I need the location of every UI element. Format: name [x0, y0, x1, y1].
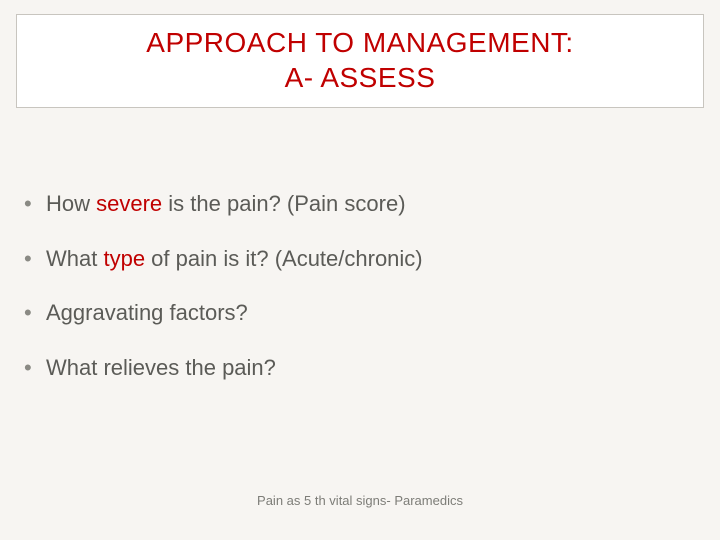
bullet-pre: How [46, 191, 96, 216]
slide: APPROACH TO MANAGEMENT: A- ASSESS • How … [0, 0, 720, 540]
bullet-text: How severe is the pain? (Pain score) [46, 190, 406, 219]
bullet-emphasis: type [103, 246, 145, 271]
bullet-pre: What [46, 246, 103, 271]
bullet-dot-icon: • [24, 190, 38, 219]
bullet-pre: Aggravating factors? [46, 300, 248, 325]
bullet-pre: What relieves the pain? [46, 355, 276, 380]
bullet-dot-icon: • [24, 299, 38, 328]
title-line-1: APPROACH TO MANAGEMENT: [29, 25, 691, 60]
bullet-text: What type of pain is it? (Acute/chronic) [46, 245, 423, 274]
bullet-dot-icon: • [24, 245, 38, 274]
bullet-list: • How severe is the pain? (Pain score) •… [24, 190, 696, 408]
bullet-item: • What relieves the pain? [24, 354, 696, 383]
bullet-text: Aggravating factors? [46, 299, 248, 328]
bullet-post: is the pain? (Pain score) [162, 191, 405, 216]
title-line-2: A- ASSESS [29, 60, 691, 95]
title-box: APPROACH TO MANAGEMENT: A- ASSESS [16, 14, 704, 108]
bullet-text: What relieves the pain? [46, 354, 276, 383]
bullet-post: of pain is it? (Acute/chronic) [145, 246, 423, 271]
bullet-item: • What type of pain is it? (Acute/chroni… [24, 245, 696, 274]
bullet-emphasis: severe [96, 191, 162, 216]
bullet-item: • Aggravating factors? [24, 299, 696, 328]
bullet-item: • How severe is the pain? (Pain score) [24, 190, 696, 219]
footer-text: Pain as 5 th vital signs- Paramedics [0, 493, 720, 508]
bullet-dot-icon: • [24, 354, 38, 383]
